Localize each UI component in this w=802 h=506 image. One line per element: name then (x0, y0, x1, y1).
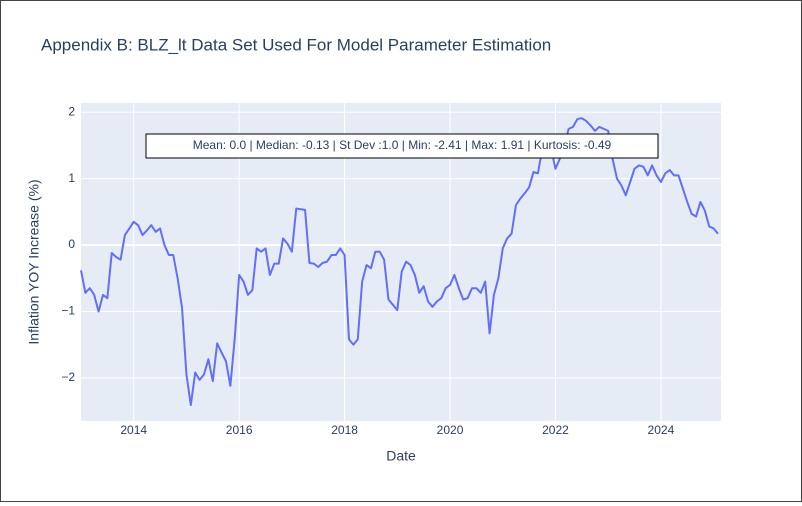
x-axis-title: Date (386, 448, 416, 464)
y-tick-label: 1 (68, 171, 75, 185)
x-tick-label: 2022 (542, 423, 569, 437)
x-tick-label: 2016 (226, 423, 253, 437)
y-tick-label: −1 (61, 304, 75, 318)
annotation-box (145, 133, 659, 159)
chart-title: Appendix B: BLZ_lt Data Set Used For Mod… (41, 35, 551, 54)
annotation: Mean: 0.0 | Median: -0.13 | St Dev :1.0 … (193, 138, 612, 152)
x-tick-label: 2014 (120, 423, 147, 437)
labels: 2 1 0 −1 −2 2014 2016 2018 2020 2022 2024 (61, 104, 674, 437)
y-tick-label: 2 (68, 104, 75, 118)
x-tick-label: 2024 (648, 423, 675, 437)
y-tick-label: 0 (68, 237, 75, 251)
y-axis-title: Inflation YOY Increase (%) (26, 179, 42, 344)
x-tick-label: 2018 (331, 423, 358, 437)
y-tick-label: −2 (61, 370, 75, 384)
x-tick-label: 2020 (437, 423, 464, 437)
